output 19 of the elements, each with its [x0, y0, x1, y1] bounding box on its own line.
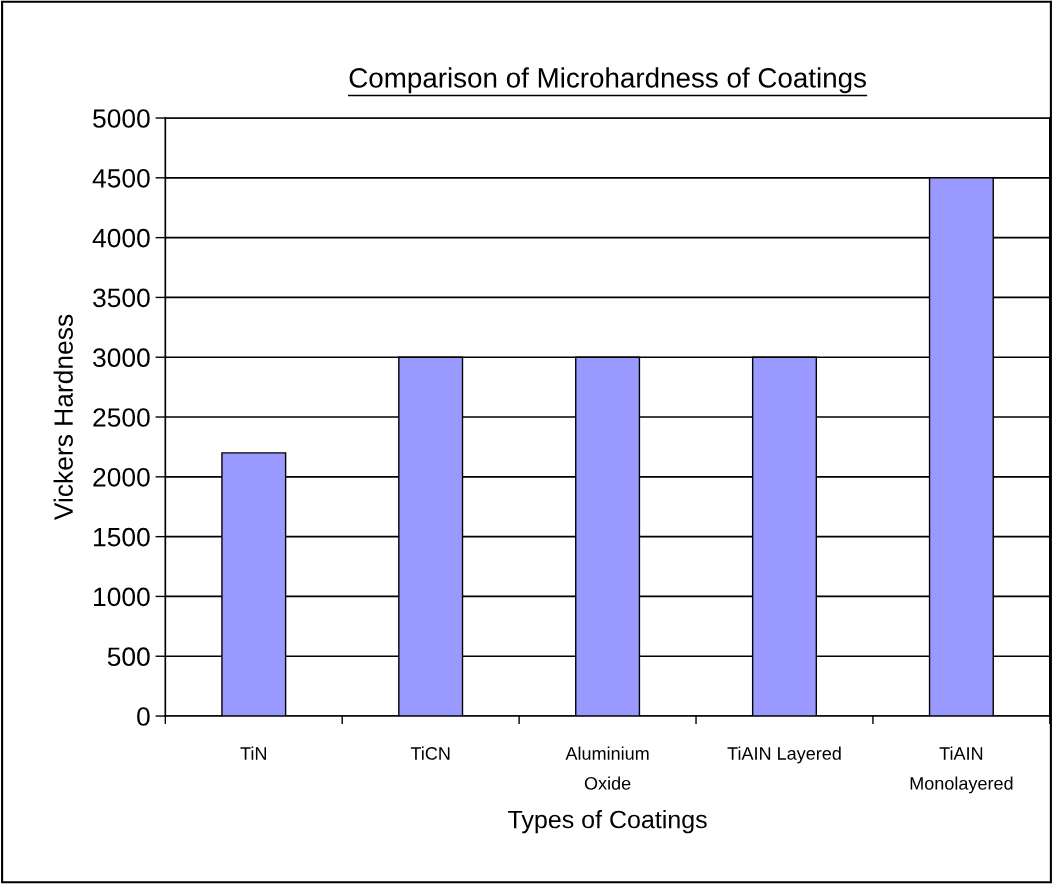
y-tick-label: 2000	[93, 467, 150, 487]
y-tick-label: 500	[107, 647, 150, 667]
y-tick-label: 4500	[92, 168, 150, 188]
x-tick-label: TiCN	[410, 746, 450, 760]
y-tick-label: 1500	[94, 527, 150, 547]
y-tick-label: 5000	[93, 109, 150, 128]
chart-title: Comparison of Microhardness of Coatings	[349, 67, 866, 94]
x-tick-label: TiN	[240, 746, 266, 760]
y-tick-label: 4000	[92, 228, 150, 248]
y-tick-label: 3500	[93, 288, 150, 308]
y-tick-label: 1000	[94, 587, 150, 607]
y-tick-label: 3000	[93, 348, 150, 368]
x-tick-label: Aluminium Oxide	[565, 746, 649, 790]
y-tick-label: 0	[137, 707, 150, 726]
x-tick-label: TiAIN Layered	[727, 746, 841, 764]
x-tick-label: TiAIN Monolayered	[910, 746, 1013, 794]
x-axis-title: Types of Coatings	[508, 810, 707, 834]
y-tick-label: 2500	[93, 408, 150, 427]
y-axis-title: Vickers Hardness	[53, 314, 73, 521]
